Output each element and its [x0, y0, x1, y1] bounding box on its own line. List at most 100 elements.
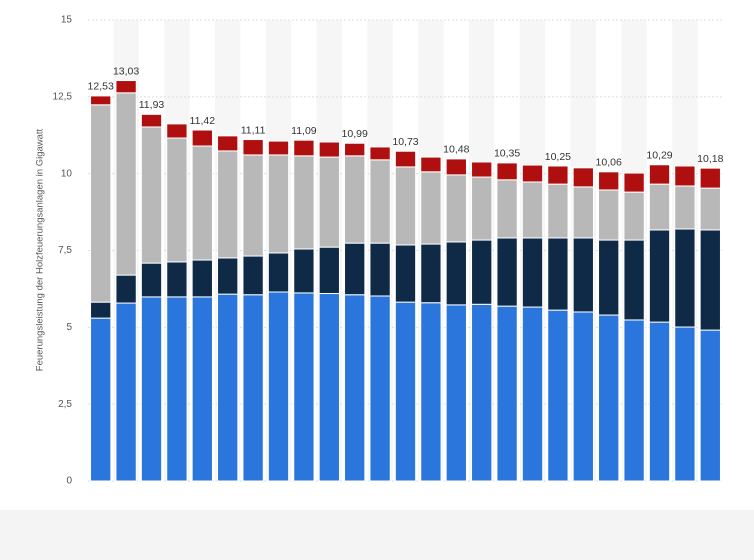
bar-segment: [267, 140, 290, 156]
bar-segment: [140, 262, 163, 298]
bar-segment: [242, 139, 264, 156]
bar-segment: [166, 296, 188, 482]
bar-segment: [572, 311, 594, 482]
y-tick-label: 15: [61, 15, 73, 26]
bar-segment: [699, 329, 721, 482]
bar-segment: [699, 229, 721, 331]
bar-segment: [115, 80, 137, 94]
bar-segment: [598, 171, 620, 191]
bar-segment: [521, 181, 544, 239]
total-label: 11,11: [241, 124, 266, 136]
bar-segment: [191, 296, 213, 482]
bar-segment: [293, 248, 315, 294]
bar-segment: [318, 246, 340, 295]
bar-segment: [115, 274, 137, 304]
total-label: 10,48: [443, 144, 469, 156]
bar-segment: [140, 296, 163, 482]
bar-segment: [521, 237, 544, 308]
bar-segment: [547, 237, 569, 311]
bar-segment: [598, 189, 620, 241]
bar-segment: [344, 142, 366, 157]
bar-segment: [90, 301, 112, 319]
total-label: 11,09: [291, 125, 317, 137]
total-label: 13,03: [113, 65, 139, 77]
bar-segment: [674, 165, 696, 187]
bar-segment: [699, 167, 721, 189]
bar-segment: [166, 123, 188, 139]
bar-segment: [191, 129, 213, 147]
total-label: 10,25: [545, 151, 571, 163]
bar-segment: [547, 165, 569, 185]
bar-segment: [369, 146, 391, 161]
bar-segment: [394, 150, 417, 168]
bar-segment: [496, 305, 518, 482]
bar-segment: [445, 158, 467, 176]
bar-segment: [217, 135, 239, 152]
bar-segment: [572, 186, 594, 239]
bar-segment: [521, 306, 544, 482]
total-label: 12,53: [88, 81, 114, 93]
bar-segment: [394, 244, 417, 303]
total-label: 10,18: [697, 153, 723, 165]
bar-segment: [369, 242, 391, 297]
bar-segment: [623, 172, 645, 193]
y-tick-label: 0: [66, 476, 72, 487]
bar-segment: [344, 242, 366, 296]
bar-segment: [547, 183, 569, 239]
bar-segment: [90, 104, 112, 303]
bar-segment: [166, 137, 188, 263]
bar-segment: [90, 95, 112, 106]
bar-segment: [598, 314, 620, 482]
bar-segment: [623, 239, 645, 321]
bar-segment: [394, 301, 417, 482]
total-label: 10,35: [494, 148, 520, 160]
bar-segment: [496, 162, 518, 181]
bar-segment: [445, 241, 467, 306]
bar-segment: [242, 154, 264, 257]
bar-segment: [420, 156, 442, 173]
total-label: 10,99: [342, 128, 368, 140]
bar-segment: [623, 191, 645, 241]
bar-segment: [572, 237, 594, 313]
total-label: 10,73: [392, 136, 418, 148]
bar-segment: [90, 317, 112, 482]
y-tick-label: 7,5: [58, 245, 72, 256]
bar-segment: [115, 92, 137, 276]
bar-segment: [217, 257, 239, 295]
bar-segment: [293, 155, 315, 250]
bar-segment: [242, 255, 264, 296]
bar-segment: [140, 126, 163, 264]
bar-segment: [496, 179, 518, 239]
bar-segment: [623, 319, 645, 482]
bar-segment: [115, 302, 137, 482]
bar-segment: [267, 252, 290, 293]
bar-segment: [674, 326, 696, 482]
bar-segment: [471, 239, 493, 305]
bar-segment: [140, 113, 163, 128]
bar-segment: [496, 237, 518, 307]
bar-segment: [191, 259, 213, 298]
bar-segment: [166, 261, 188, 298]
bar-segment: [521, 164, 544, 183]
bar-segment: [369, 295, 391, 482]
bar-segment: [318, 156, 340, 248]
total-label: 10,06: [596, 157, 622, 169]
bar-segment: [547, 309, 569, 482]
bar-segment: [267, 154, 290, 254]
bar-segment: [420, 302, 442, 482]
bar-segment: [598, 239, 620, 316]
bar-segment: [420, 171, 442, 245]
bar-segment: [471, 303, 493, 482]
bar-segment: [471, 161, 493, 178]
y-axis-label: Feuerungsleistung der Holzfeuerungsanlag…: [35, 128, 46, 371]
total-label: 10,29: [646, 150, 672, 162]
bar-segment: [293, 292, 315, 482]
total-label: 11,42: [190, 115, 216, 127]
bar-segment: [369, 159, 391, 244]
bar-segment: [217, 150, 239, 259]
bar-segment: [191, 145, 213, 261]
bar-segment: [674, 228, 696, 328]
bar-segment: [471, 176, 493, 241]
bar-segment: [699, 187, 721, 231]
